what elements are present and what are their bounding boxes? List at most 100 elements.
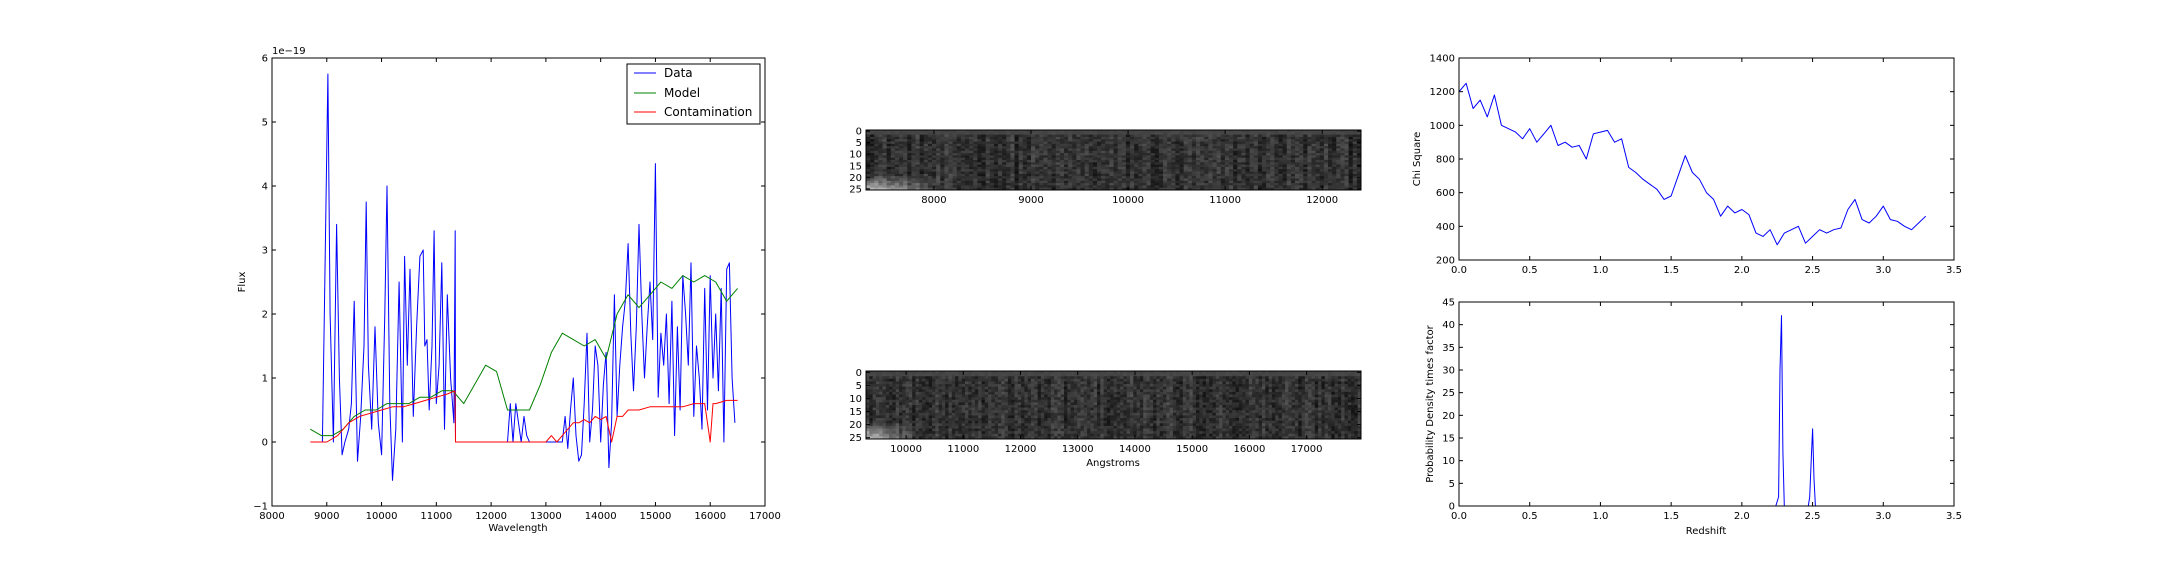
lower-2d-pixel bbox=[1087, 373, 1091, 377]
upper-2d-pixel bbox=[1323, 162, 1329, 166]
lower-2d-pixel bbox=[895, 399, 900, 403]
lower-2d-pixel bbox=[1116, 384, 1121, 388]
upper-2d-pixel bbox=[886, 176, 892, 179]
lower-2d-pixel bbox=[1341, 378, 1345, 382]
upper-2d-pixel bbox=[960, 169, 966, 172]
upper-2d-pixel bbox=[1010, 162, 1015, 166]
lower-2d-pixel bbox=[1011, 391, 1015, 395]
upper-2d-pixel bbox=[1299, 187, 1304, 191]
lower-2d-pixel bbox=[1311, 389, 1316, 393]
upper-2d-pixel bbox=[1088, 143, 1094, 147]
lower-2d-pixel bbox=[1304, 391, 1309, 395]
lower-2d-pixel bbox=[1031, 384, 1035, 388]
lower-2d-pixel bbox=[1004, 384, 1009, 388]
lower-2d-pixel bbox=[872, 391, 877, 395]
upper-2d-pixel bbox=[973, 162, 978, 166]
upper-2d-pixel bbox=[1356, 157, 1362, 161]
upper-2d-pixel bbox=[993, 148, 999, 152]
lower-2d-pixel bbox=[1189, 381, 1194, 385]
upper-2d-pixel bbox=[952, 130, 958, 133]
upper-2d-pixel bbox=[1200, 180, 1205, 184]
upper-2d-pixel bbox=[1072, 164, 1077, 168]
upper-2d-pixel bbox=[1154, 185, 1160, 189]
upper-2d-pixel bbox=[1187, 153, 1193, 156]
upper-2d-pixel bbox=[1245, 139, 1251, 142]
upper-2d-pixel bbox=[1125, 169, 1131, 172]
lower-2d-pixel bbox=[1308, 386, 1312, 390]
upper-2d-pixel bbox=[870, 185, 875, 189]
upper-2d-pixel bbox=[1295, 178, 1300, 182]
upper-2d-pixel bbox=[1356, 162, 1362, 166]
upper-2d-pixel bbox=[1344, 136, 1350, 140]
upper-2d-pixel bbox=[989, 183, 995, 186]
lower-2d-pixel bbox=[1295, 378, 1299, 382]
upper-2d-pixel bbox=[1051, 141, 1057, 145]
upper-2d-pixel bbox=[1121, 180, 1127, 184]
upper-2d-pixel bbox=[1031, 171, 1036, 175]
lower-2d-pixel bbox=[1106, 378, 1111, 382]
upper-2d-pixel bbox=[1332, 183, 1337, 186]
lower-2d-pixel bbox=[1268, 384, 1273, 388]
upper-2d-pixel bbox=[1059, 169, 1065, 172]
upper-2d-pixel bbox=[973, 164, 978, 168]
lower-2d-pixel bbox=[1166, 373, 1170, 377]
lower-2d-pixel bbox=[1271, 376, 1276, 380]
upper-2d-pixel bbox=[1064, 150, 1069, 154]
lower-2d-pixel bbox=[1060, 373, 1065, 377]
upper-2d-pixel bbox=[1068, 146, 1073, 149]
lower-2d-pixel bbox=[1354, 394, 1359, 398]
lower-2d-pixel bbox=[1328, 386, 1332, 390]
upper-2d-pixel bbox=[890, 143, 896, 147]
lower-2d-pixel bbox=[1090, 391, 1095, 395]
upper-2d-pixel bbox=[1138, 132, 1143, 136]
upper-2d-pixel bbox=[1092, 146, 1098, 149]
upper-2d-pixel bbox=[989, 157, 995, 161]
lower-2d-pixel bbox=[1156, 373, 1161, 377]
upper-2d-pixel bbox=[1249, 166, 1255, 170]
upper-2d-pixel bbox=[998, 166, 1003, 170]
upper-2d-pixel bbox=[1216, 169, 1222, 172]
upper-2d-pixel bbox=[1125, 183, 1131, 186]
lower-2d-pixel bbox=[889, 378, 893, 382]
lower-2d-pixel bbox=[1103, 373, 1108, 377]
upper-2d-pixel bbox=[915, 187, 921, 191]
upper-2d-pixel bbox=[1051, 178, 1057, 182]
lower-2d-pixel bbox=[1040, 371, 1045, 375]
upper-2d-pixel bbox=[940, 146, 945, 149]
lower-2d-pixel bbox=[1351, 391, 1355, 395]
upper-2d-pixel bbox=[1175, 157, 1180, 161]
lower-2d-pixel bbox=[918, 394, 923, 398]
upper-2d-pixel bbox=[1105, 187, 1110, 191]
upper-2d-pixel bbox=[866, 146, 871, 149]
lower-2d-pixel bbox=[1166, 376, 1170, 380]
upper-2d-pixel bbox=[1146, 143, 1152, 147]
upper-2d-pixel bbox=[1336, 180, 1341, 184]
lower-2d-pixel bbox=[1275, 397, 1279, 401]
upper-2d-pixel bbox=[1072, 146, 1077, 149]
upper-2d-pixel bbox=[1035, 187, 1040, 191]
upper-2d-pixel bbox=[1332, 141, 1337, 145]
upper-2d-pixel bbox=[1237, 150, 1242, 154]
upper-2d-pixel bbox=[1187, 166, 1193, 170]
lower-2d-pixel bbox=[925, 371, 930, 375]
upper-2d-pixel bbox=[903, 153, 908, 156]
lower-2d-pixel bbox=[978, 391, 982, 395]
upper-2d-pixel bbox=[1348, 155, 1354, 159]
lower-2d-pixel bbox=[1229, 397, 1233, 401]
upper-2d-pixel bbox=[1241, 143, 1246, 147]
upper-2d-pixel bbox=[1101, 171, 1106, 175]
upper-2d-pixel bbox=[948, 132, 954, 136]
lower-2d-pixel bbox=[1229, 384, 1233, 388]
upper-2d-pixel bbox=[993, 150, 999, 154]
upper-2d-pixel bbox=[1175, 162, 1180, 166]
upper-2d-pixel bbox=[977, 132, 982, 136]
lower-2d-pixel bbox=[1090, 399, 1095, 403]
upper-2d-pixel bbox=[1224, 150, 1230, 154]
upper-2d-pixel bbox=[989, 148, 995, 152]
lower-2d-pixel bbox=[1209, 399, 1213, 403]
lower-2d-pixel bbox=[994, 399, 999, 403]
upper-2d-pixel bbox=[1183, 146, 1189, 149]
lower-2d-pixel bbox=[1083, 397, 1088, 401]
lower-2d-pixel bbox=[961, 397, 966, 401]
lower-2d-pixel bbox=[1011, 397, 1015, 401]
